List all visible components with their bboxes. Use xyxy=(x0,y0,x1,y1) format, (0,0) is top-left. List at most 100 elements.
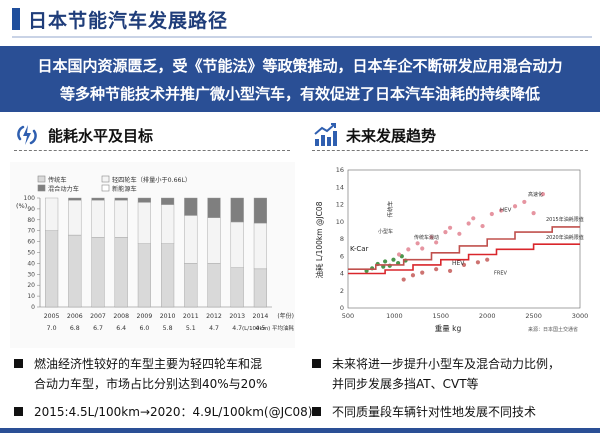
y-tick-label: 60 xyxy=(27,239,35,246)
y-tick-label: 8 xyxy=(340,235,344,243)
data-point xyxy=(420,246,425,251)
legend-label: 新能源车 xyxy=(112,185,137,193)
y-tick-label: 12 xyxy=(336,201,344,209)
left-bullet-1: 燃油经济性较好的车型主要为轻四轮车和混 合动力车型，市场占比分别达到40%与20… xyxy=(14,355,299,395)
x-tick-label: 2010 xyxy=(160,313,176,320)
left-bullet-2: 2015:4.5L/100km→2020：4.9L/100km(@JC08) xyxy=(14,403,312,423)
data-point xyxy=(443,230,448,235)
data-point xyxy=(447,225,453,230)
x-axis-label: 重量 kg xyxy=(435,324,462,333)
scatter-chart-svg: 0 2 4 6 8 10 12 14 16 500 1000 1500 2000 2500 3000 重量 k… xyxy=(308,162,596,348)
bar-segment xyxy=(45,230,59,308)
data-point xyxy=(522,199,527,205)
scatter-chart-background xyxy=(308,162,596,348)
footer-strip xyxy=(0,428,600,433)
chart-annotation: 高速化 xyxy=(528,191,543,198)
y-tick-label: 10 xyxy=(27,293,35,300)
bullet-square-icon xyxy=(14,407,23,416)
data-point xyxy=(489,211,494,217)
fuel-consumption-label: 4.5 xyxy=(255,325,265,332)
bar-segment xyxy=(184,263,198,308)
bar-segment xyxy=(137,197,151,203)
legend-label: 传统车 xyxy=(48,176,67,184)
data-point xyxy=(401,277,406,282)
bar-segment xyxy=(137,243,151,308)
bar-segment xyxy=(68,197,82,201)
x-tick-label: 2013 xyxy=(229,313,245,320)
data-point xyxy=(434,240,439,245)
y-tick-label: 14 xyxy=(336,183,344,191)
bar-segment xyxy=(137,202,151,244)
bar-segment xyxy=(184,197,198,216)
bar-segment xyxy=(207,263,221,308)
right-panel-heading: 未来发展趋势 xyxy=(346,127,437,145)
bar-segment xyxy=(161,197,175,205)
right-panel-header: 未来发展趋势 xyxy=(312,122,592,148)
chart-annotation: FREV xyxy=(494,270,508,276)
bar-segment xyxy=(253,197,267,224)
fuel-consumption-label: 6.7 xyxy=(93,325,103,332)
y-tick-label: 16 xyxy=(336,166,344,174)
chart-annotation: 小型车 xyxy=(378,228,393,235)
legend-label: 混合动力车 xyxy=(48,185,79,193)
x-tick-label: 2000 xyxy=(479,312,496,320)
data-point xyxy=(531,211,536,216)
data-point xyxy=(499,208,504,213)
bar-segment xyxy=(68,234,82,308)
fuel-consumption-label: 5.8 xyxy=(163,325,173,332)
left-panel-header: 能耗水平及目标 xyxy=(14,122,294,148)
x-tick-label: 1000 xyxy=(386,312,403,320)
y-tick-label: 0 xyxy=(340,304,344,312)
data-point xyxy=(420,270,425,275)
x-tick-label: 500 xyxy=(342,312,354,320)
y-tick-label: 2 xyxy=(340,287,344,295)
chart-annotation: HEV xyxy=(500,207,512,213)
data-point xyxy=(391,257,396,262)
data-point xyxy=(447,268,453,274)
y-axis-label: 油耗 L/100km @JC08 xyxy=(314,201,324,278)
title-accent-bar xyxy=(12,8,20,30)
left-bullet-1-line-2: 合动力车型，市场占比分别达到40%与20% xyxy=(34,377,268,391)
limit-line xyxy=(348,243,580,275)
bullet-square-icon xyxy=(312,359,321,368)
right-bullet-2: 不同质量段车辆针对性地发展不同技术 xyxy=(312,403,597,423)
y-axis-unit: (%) xyxy=(16,202,27,210)
data-point xyxy=(475,260,481,265)
x-tick-label: 1500 xyxy=(433,312,450,320)
title-bar: 日本节能汽车发展路径 xyxy=(0,0,600,38)
legend-label: 轻四轮车（排量小于0.66L） xyxy=(112,176,191,184)
right-bullet-1-line-2: 并同步发展多挡AT、CVT等 xyxy=(332,377,479,391)
data-point xyxy=(461,262,467,267)
right-panel-divider xyxy=(312,150,588,152)
bar-segment xyxy=(45,197,59,231)
fuel-consumption-label: 6.0 xyxy=(139,325,149,332)
bar-segment xyxy=(114,237,128,308)
y-tick-label: 100 xyxy=(24,195,36,202)
right-bullet-2-text: 不同质量段车辆针对性地发展不同技术 xyxy=(332,405,537,419)
y-tick-label: 20 xyxy=(27,282,35,289)
x-axis-unit: (年份) xyxy=(277,312,294,320)
x-tick-label: 2009 xyxy=(137,313,153,320)
lightning-icon xyxy=(14,122,40,148)
stacked-bar-chart-svg: 传统车 轻四轮车（排量小于0.66L） 混合动力车 新能源车 (%) 0 10 20 30 40 5… xyxy=(10,162,295,348)
bar-segment xyxy=(184,215,198,264)
banner-line-2: 等多种节能技术并推广微小型汽车，有效促进了日本汽车油耗的持续降低 xyxy=(59,85,540,103)
data-point xyxy=(540,192,545,197)
x-tick-label: 2500 xyxy=(525,312,542,320)
limit-line xyxy=(348,226,580,270)
data-point xyxy=(485,257,490,262)
bar-segment xyxy=(161,204,175,244)
chart-annotation: 2020年油耗限值 xyxy=(546,234,584,241)
bar-segment xyxy=(207,197,221,218)
stacked-bar-chart: 传统车 轻四轮车（排量小于0.66L） 混合动力车 新能源车 (%) 0 10 20 30 40 5… xyxy=(10,162,295,348)
x-tick-label: 2006 xyxy=(67,313,83,320)
bar-segment xyxy=(230,221,244,268)
bar-segment xyxy=(114,199,128,238)
data-point xyxy=(457,231,462,236)
legend-swatch xyxy=(37,175,46,183)
x-tick-label: 2011 xyxy=(183,313,199,320)
x-tick-label: 3000 xyxy=(572,312,589,320)
x-tick-label: 2005 xyxy=(44,313,60,320)
data-point xyxy=(471,216,476,221)
page-title: 日本节能汽车发展路径 xyxy=(28,10,229,32)
